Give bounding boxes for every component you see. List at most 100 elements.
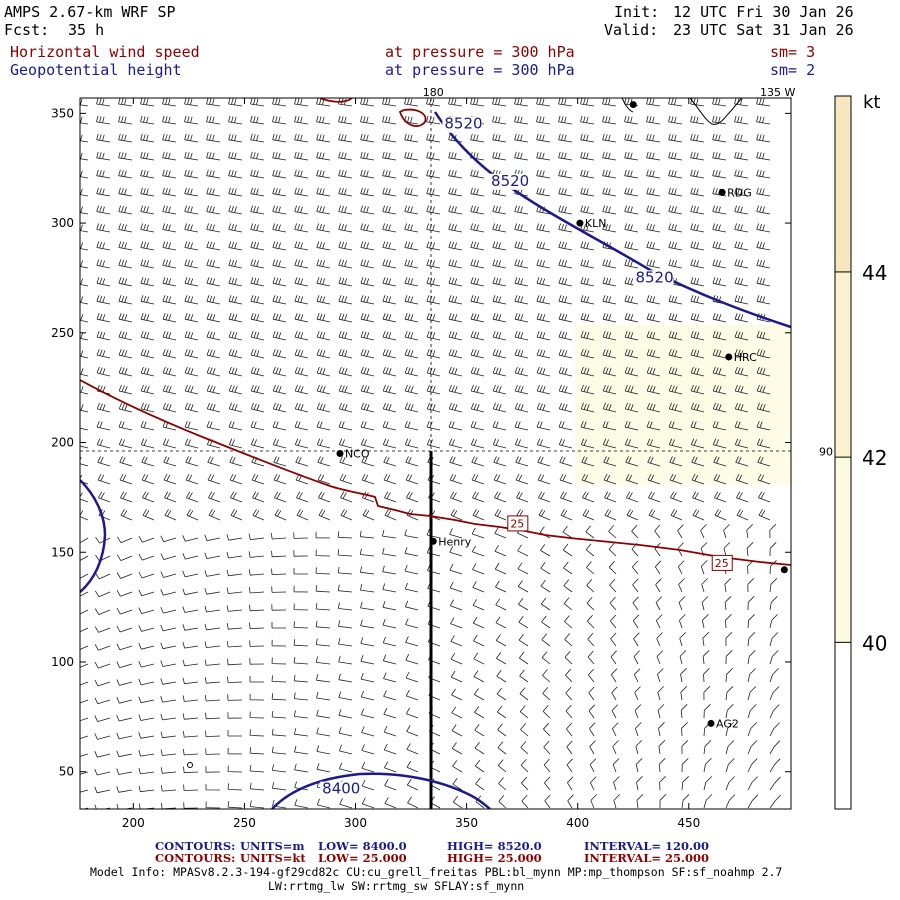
wind-barb	[602, 277, 617, 287]
wind-barb	[95, 536, 111, 544]
wind-barb	[384, 491, 397, 503]
wind-barb	[183, 802, 199, 809]
wind-barb	[496, 652, 507, 665]
wind-barb	[654, 542, 661, 557]
wind-barb	[690, 259, 705, 269]
colorbar-band	[835, 457, 851, 643]
wind-barb	[294, 133, 309, 143]
wind-barb	[140, 277, 155, 287]
wind-barb	[294, 384, 309, 395]
wind-barb	[383, 708, 397, 719]
contour2-label: CONTOURS:	[155, 851, 236, 865]
wind-barb	[611, 686, 618, 701]
wind-barb	[712, 205, 727, 215]
wind-barb	[206, 277, 221, 287]
wind-barb	[514, 277, 529, 287]
wind-barb	[517, 544, 529, 557]
wind-barb	[250, 151, 265, 161]
wind-barb	[757, 473, 771, 485]
wind-barb	[204, 552, 221, 559]
wind-barb	[116, 732, 133, 740]
wind-barb	[655, 614, 663, 629]
wind-barb	[272, 384, 287, 395]
wind-barb	[80, 367, 89, 377]
wind-barb	[703, 758, 712, 773]
wind-barb	[668, 366, 683, 377]
wind-barb	[746, 542, 754, 557]
wind-barb	[725, 776, 735, 791]
wind-barb	[140, 151, 155, 161]
wind-barb	[756, 438, 771, 449]
station-label: AG2	[716, 717, 739, 730]
wind-barb	[207, 456, 221, 467]
wind-barb	[734, 384, 749, 395]
wind-barb	[204, 623, 221, 631]
speed-contour-label: 25	[715, 557, 729, 570]
wind-barb	[230, 509, 243, 521]
wind-barb	[657, 668, 664, 683]
wind-barb	[626, 491, 639, 503]
wind-barb	[587, 650, 595, 665]
wind-barb	[558, 402, 573, 413]
wind-barb	[448, 241, 463, 251]
wind-barb	[536, 366, 551, 377]
wind-barb	[558, 133, 573, 143]
wind-barb	[518, 615, 529, 629]
wind-barb	[632, 614, 640, 629]
wind-barb	[540, 562, 551, 575]
wind-barb	[316, 313, 331, 323]
wind-barb	[558, 295, 573, 305]
wind-barb	[226, 623, 243, 630]
wind-barb	[736, 491, 749, 503]
wind-barb	[360, 133, 375, 143]
wind-barb	[565, 686, 573, 701]
wind-barb	[514, 384, 529, 395]
wind-barb	[315, 602, 331, 611]
wind-barb	[206, 259, 221, 269]
wind-barb	[725, 704, 734, 719]
wind-barb	[142, 509, 155, 521]
wind-barb	[96, 420, 111, 431]
wind-barb	[580, 241, 595, 251]
wind-barb	[206, 98, 221, 107]
wind-barb	[725, 632, 733, 647]
wind-barb	[80, 242, 89, 251]
wind-barb	[756, 205, 771, 215]
wind-barb	[624, 384, 639, 395]
wind-barb	[182, 659, 199, 667]
wind-barb	[404, 98, 419, 107]
wind-barb	[602, 187, 617, 197]
wind-barb	[116, 786, 133, 793]
wind-barb	[734, 169, 749, 179]
wind-barb	[670, 491, 683, 503]
wind-barb	[756, 223, 771, 233]
wind-barb	[536, 169, 551, 179]
wind-barb	[470, 223, 485, 233]
speed-contour-label: 25	[510, 517, 524, 530]
wind-barb	[559, 473, 573, 485]
wind-barb	[426, 295, 441, 305]
wind-barb	[94, 590, 111, 598]
height-contour-label: 8520	[491, 172, 529, 190]
wind-barb	[690, 151, 705, 161]
wind-barb	[162, 151, 177, 161]
wind-barb	[404, 600, 419, 611]
wind-barb	[140, 438, 155, 449]
wind-barb	[472, 616, 485, 629]
height-contour-west	[80, 479, 107, 593]
wind-barb	[138, 553, 155, 561]
wind-barb	[602, 151, 617, 161]
wind-barb	[205, 748, 221, 755]
wind-barb	[702, 614, 709, 629]
wind-barb	[162, 259, 177, 269]
wind-barb	[448, 348, 463, 359]
wind-barb	[624, 420, 639, 431]
valid-label: Valid:	[604, 21, 659, 39]
wind-barb	[690, 133, 705, 143]
wind-barb	[448, 384, 463, 395]
wind-barb	[182, 588, 199, 596]
wind-barb	[624, 259, 639, 269]
wind-barb	[226, 640, 243, 648]
wind-barb	[668, 151, 683, 161]
wind-barb	[658, 758, 666, 773]
